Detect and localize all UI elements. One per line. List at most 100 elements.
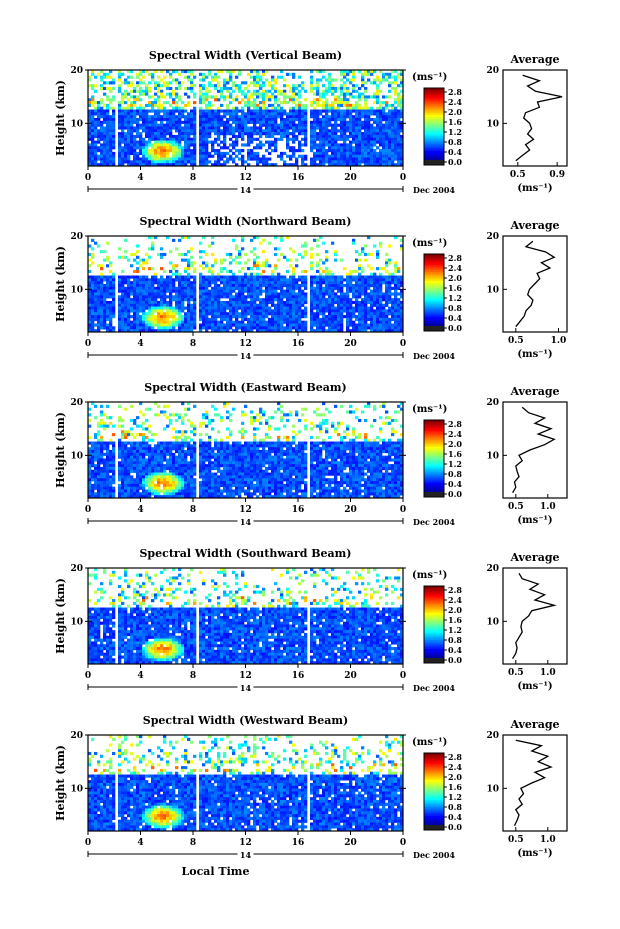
heatmap-cell bbox=[157, 252, 161, 257]
heatmap-cell bbox=[355, 134, 359, 139]
heatmap-cell bbox=[214, 98, 218, 102]
heatmap-cell bbox=[388, 157, 392, 161]
heatmap-cell bbox=[322, 109, 326, 113]
heatmap-cell bbox=[91, 292, 95, 296]
heatmap-cell bbox=[280, 292, 284, 296]
heatmap-cell bbox=[253, 278, 257, 282]
heatmap-cell bbox=[136, 326, 140, 330]
heatmap-cell bbox=[175, 134, 179, 139]
heatmap-cell bbox=[166, 284, 170, 288]
heatmap-cell bbox=[199, 298, 203, 302]
heatmap-cell bbox=[121, 284, 125, 288]
heatmap-cell bbox=[187, 75, 191, 79]
heatmap-cell bbox=[211, 315, 215, 319]
heatmap-cell bbox=[178, 309, 182, 313]
heatmap-cell bbox=[274, 163, 278, 167]
heatmap-cell bbox=[313, 295, 317, 299]
heatmap-cell bbox=[229, 149, 233, 153]
heatmap-cell bbox=[277, 317, 281, 321]
heatmap-cell bbox=[214, 78, 218, 82]
heatmap-cell bbox=[235, 98, 239, 102]
heatmap-cell bbox=[274, 236, 278, 240]
heatmap-cell bbox=[142, 75, 146, 79]
heatmap-cell bbox=[400, 244, 404, 248]
heatmap-cell bbox=[145, 252, 149, 257]
heatmap-cell bbox=[340, 134, 344, 139]
heatmap-cell bbox=[247, 323, 251, 327]
heatmap-cell bbox=[379, 89, 383, 93]
heatmap-cell bbox=[208, 112, 212, 116]
heatmap-cell bbox=[388, 300, 392, 305]
heatmap-cell bbox=[355, 284, 359, 288]
heatmap-cell bbox=[364, 157, 368, 161]
heatmap-cell bbox=[238, 323, 242, 327]
heatmap-cell bbox=[364, 126, 368, 130]
heatmap-cell bbox=[238, 72, 242, 76]
heatmap-cell bbox=[109, 300, 113, 305]
heatmap-cell bbox=[214, 309, 218, 313]
heatmap-cell bbox=[391, 149, 395, 153]
heatmap-cell bbox=[91, 326, 95, 330]
heatmap-cell bbox=[247, 320, 251, 324]
heatmap-cell bbox=[400, 137, 404, 141]
heatmap-cell bbox=[331, 84, 335, 88]
heatmap-cell bbox=[280, 123, 284, 127]
heatmap-cell bbox=[391, 129, 395, 133]
heatmap-cell bbox=[355, 149, 359, 153]
colorbar-segment bbox=[424, 124, 444, 127]
heatmap-cell bbox=[211, 115, 215, 119]
heatmap-cell bbox=[295, 292, 299, 296]
heatmap-cell bbox=[121, 269, 125, 273]
heatmap-cell bbox=[310, 292, 314, 296]
heatmap-cell bbox=[142, 326, 146, 330]
heatmap-cell bbox=[139, 149, 143, 153]
heatmap-cell bbox=[349, 118, 353, 122]
heatmap-cell bbox=[229, 281, 233, 285]
heatmap-cell bbox=[355, 315, 359, 319]
heatmap-cell bbox=[145, 103, 149, 107]
heatmap-cell bbox=[286, 95, 290, 99]
heatmap-cell bbox=[376, 75, 380, 79]
heatmap-cell bbox=[109, 295, 113, 299]
heatmap-cell bbox=[214, 151, 218, 155]
heatmap-cell bbox=[211, 146, 215, 150]
heatmap-cell bbox=[340, 292, 344, 296]
heatmap-cell bbox=[259, 160, 263, 164]
heatmap-cell bbox=[154, 118, 158, 122]
heatmap-cell bbox=[160, 298, 164, 302]
heatmap-cell bbox=[250, 238, 254, 242]
heatmap-cell bbox=[169, 112, 173, 116]
heatmap-cell bbox=[130, 281, 134, 285]
heatmap-cell bbox=[385, 129, 389, 133]
heatmap-cell bbox=[340, 258, 344, 262]
heatmap-cell bbox=[247, 101, 251, 105]
heatmap-cell bbox=[112, 275, 116, 279]
heatmap-cell bbox=[94, 163, 98, 167]
heatmap-cell bbox=[127, 137, 131, 141]
heatmap-cell bbox=[151, 289, 155, 293]
heatmap-cell bbox=[112, 157, 116, 161]
heatmap-cell bbox=[298, 129, 302, 133]
colorbar-segment bbox=[424, 142, 444, 145]
heatmap-cell bbox=[250, 278, 254, 282]
heatmap-cell bbox=[301, 106, 305, 110]
heatmap-cell bbox=[211, 78, 215, 82]
heatmap-cell bbox=[223, 300, 227, 305]
heatmap-cell bbox=[331, 284, 335, 288]
heatmap-cell bbox=[244, 112, 248, 116]
heatmap-cell bbox=[355, 329, 359, 333]
heatmap-cell bbox=[298, 275, 302, 279]
heatmap-cell bbox=[193, 115, 197, 119]
heatmap-cell bbox=[133, 329, 137, 333]
heatmap-cell bbox=[202, 126, 206, 130]
heatmap-cell bbox=[202, 298, 206, 302]
heatmap-cell bbox=[280, 112, 284, 116]
heatmap-cell bbox=[367, 317, 371, 321]
colorbar-tick-label: 0.4 bbox=[448, 313, 462, 323]
heatmap-cell bbox=[397, 404, 401, 408]
heatmap-cell bbox=[127, 126, 131, 130]
heatmap-cell bbox=[340, 149, 344, 153]
x-tick-label: 8 bbox=[190, 173, 196, 183]
heatmap-cell bbox=[295, 281, 299, 285]
heatmap-cell bbox=[385, 298, 389, 302]
